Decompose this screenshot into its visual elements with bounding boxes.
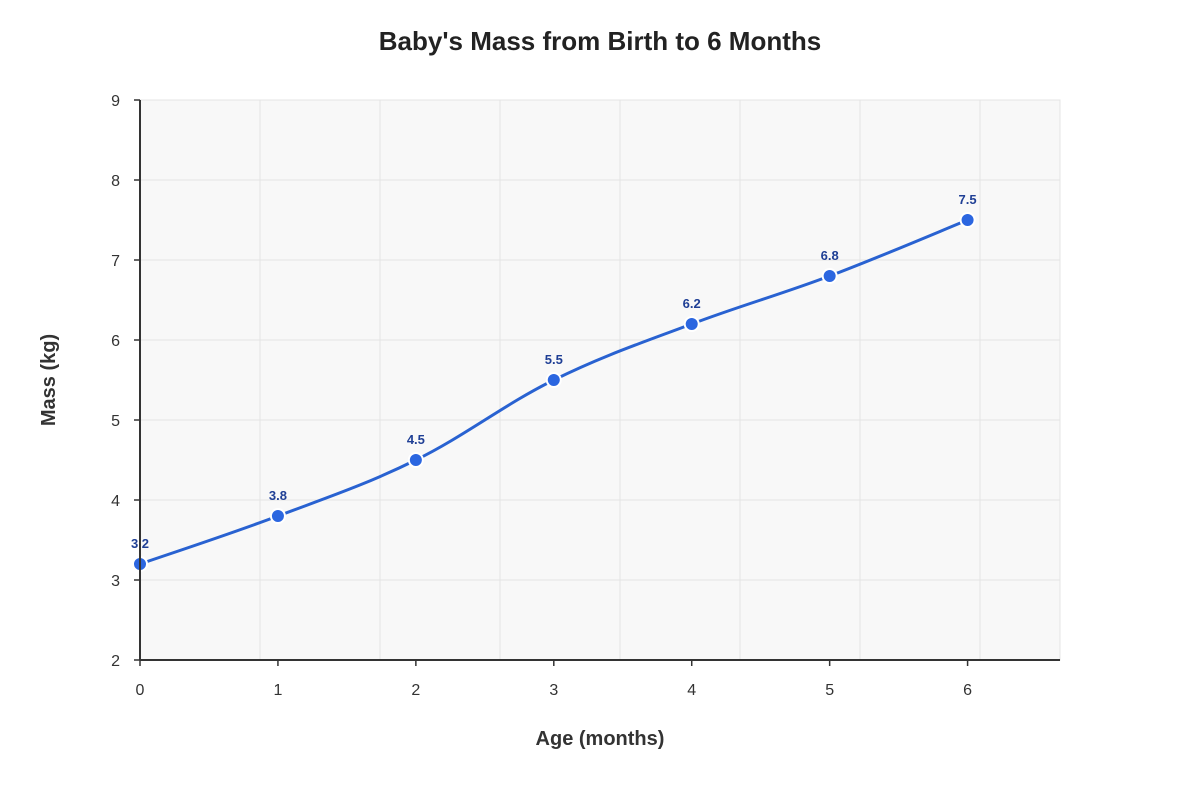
x-axis-ticks: 0 1 2 3 4 5 6 <box>136 660 972 699</box>
data-label: 6.2 <box>683 296 701 311</box>
data-label: 3.8 <box>269 488 287 503</box>
y-tick-label: 3 <box>111 573 120 590</box>
x-tick-label: 5 <box>825 682 834 699</box>
x-tick-label: 3 <box>549 682 558 699</box>
data-point <box>821 268 838 284</box>
data-label: 4.5 <box>407 432 425 447</box>
y-tick-label: 2 <box>111 653 120 670</box>
data-label: 7.5 <box>959 192 977 207</box>
y-tick-label: 4 <box>111 493 120 510</box>
y-tick-label: 9 <box>111 93 120 110</box>
gridlines <box>139 99 1060 661</box>
data-points <box>132 212 976 572</box>
y-tick-label: 5 <box>111 413 120 430</box>
data-point <box>269 508 286 524</box>
x-tick-label: 1 <box>273 682 282 699</box>
y-tick-label: 6 <box>111 333 120 350</box>
y-axis-ticks: 2 3 4 5 6 7 8 9 <box>111 93 140 670</box>
plot-area <box>139 99 1061 661</box>
x-tick-label: 6 <box>963 682 972 699</box>
y-tick-label: 7 <box>111 253 120 270</box>
data-point <box>407 452 424 468</box>
data-labels: 3.23.84.55.56.26.87.5 <box>131 192 977 551</box>
data-point <box>545 372 562 388</box>
y-axis-label: Mass (kg) <box>38 334 60 426</box>
data-label: 5.5 <box>545 352 563 367</box>
data-point <box>683 316 700 332</box>
x-tick-label: 0 <box>136 682 145 699</box>
data-point <box>959 212 976 228</box>
x-tick-label: 2 <box>411 682 420 699</box>
x-tick-label: 4 <box>687 682 696 699</box>
y-tick-label: 8 <box>111 173 120 190</box>
x-axis-label: Age (months) <box>536 728 665 750</box>
data-label: 6.8 <box>821 248 839 263</box>
chart-title: Baby's Mass from Birth to 6 Months <box>379 26 821 56</box>
